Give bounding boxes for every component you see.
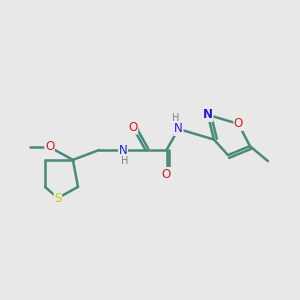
Text: N: N	[118, 143, 127, 157]
Text: N: N	[203, 108, 213, 122]
Text: N: N	[174, 122, 183, 136]
Text: S: S	[54, 191, 61, 205]
Text: H: H	[121, 155, 128, 166]
Text: O: O	[45, 140, 54, 154]
Text: O: O	[234, 117, 243, 130]
Text: O: O	[128, 121, 137, 134]
Text: H: H	[172, 112, 179, 123]
Text: O: O	[162, 167, 171, 181]
